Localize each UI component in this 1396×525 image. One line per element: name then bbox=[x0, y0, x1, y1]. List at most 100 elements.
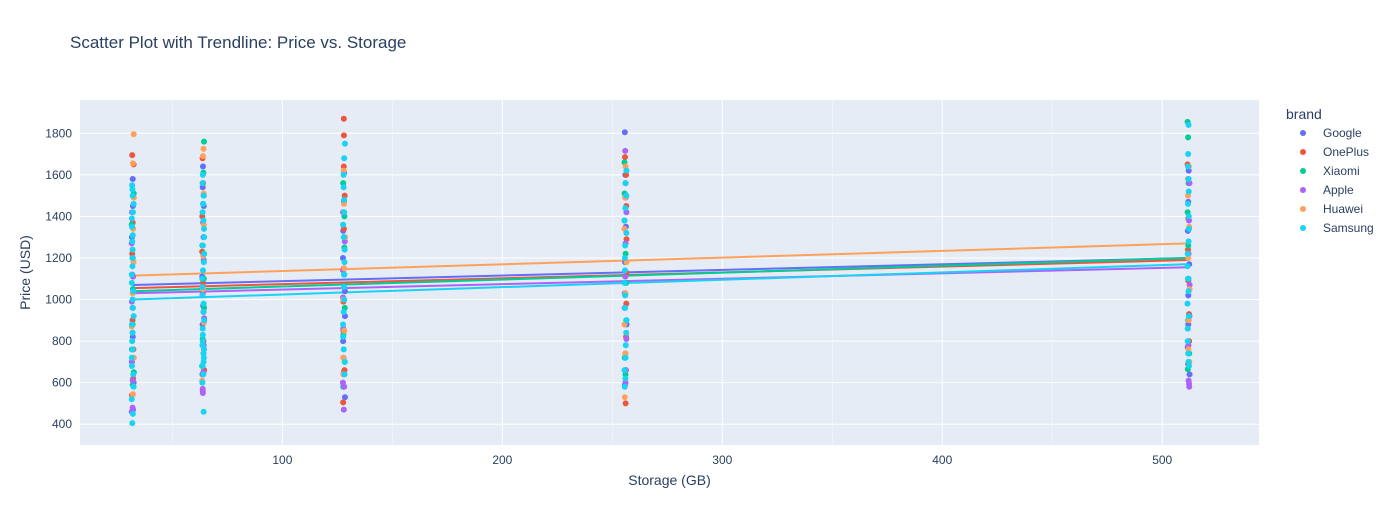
legend-label: OnePlus bbox=[1323, 145, 1369, 159]
data-point bbox=[199, 331, 206, 338]
legend-label: Samsung bbox=[1323, 221, 1374, 235]
data-point bbox=[130, 383, 137, 390]
data-point bbox=[341, 371, 348, 378]
data-point bbox=[622, 154, 629, 161]
legend-item[interactable]: Google bbox=[1300, 126, 1362, 140]
y-axis-title: Price (USD) bbox=[17, 235, 33, 310]
data-point bbox=[340, 171, 347, 178]
data-point bbox=[621, 394, 628, 401]
legend-item[interactable]: Huawei bbox=[1300, 202, 1363, 216]
data-point bbox=[128, 271, 135, 278]
y-tick-label: 1600 bbox=[45, 168, 72, 182]
data-point bbox=[130, 131, 137, 138]
data-point bbox=[341, 383, 348, 390]
data-point bbox=[623, 167, 630, 174]
data-point bbox=[129, 254, 136, 261]
data-point bbox=[1185, 238, 1192, 245]
data-point bbox=[341, 284, 348, 291]
data-point bbox=[1185, 163, 1192, 170]
y-tick-label: 600 bbox=[52, 376, 72, 390]
data-point bbox=[128, 354, 135, 361]
legend-marker bbox=[1300, 187, 1306, 193]
trendline bbox=[132, 256, 1189, 286]
data-point bbox=[129, 329, 136, 336]
data-point bbox=[1185, 317, 1192, 324]
data-point bbox=[200, 408, 207, 415]
data-point bbox=[199, 153, 206, 160]
data-point bbox=[129, 232, 136, 239]
data-point bbox=[199, 284, 206, 291]
x-tick-label: 500 bbox=[1152, 453, 1172, 467]
data-point bbox=[128, 279, 135, 286]
x-tick-label: 400 bbox=[932, 453, 952, 467]
data-point bbox=[340, 346, 347, 353]
data-point bbox=[622, 273, 629, 280]
data-point bbox=[623, 329, 630, 336]
data-point bbox=[1185, 363, 1192, 370]
data-point bbox=[129, 377, 136, 384]
legend-item[interactable]: Xiaomi bbox=[1300, 164, 1360, 178]
x-tick-label: 100 bbox=[272, 453, 292, 467]
x-tick-label: 200 bbox=[492, 453, 512, 467]
data-point bbox=[128, 321, 135, 328]
data-point bbox=[341, 358, 348, 365]
legend-item[interactable]: Apple bbox=[1300, 183, 1354, 197]
data-point bbox=[341, 155, 348, 162]
legend-title: brand bbox=[1286, 106, 1322, 122]
legend-marker bbox=[1300, 206, 1306, 212]
data-point bbox=[1185, 175, 1192, 182]
trendlines bbox=[132, 242, 1189, 301]
legend[interactable]: brand Google OnePlus Xiaomi Apple Huawei Sams… bbox=[1286, 106, 1374, 235]
data-point bbox=[199, 379, 206, 386]
data-point bbox=[200, 200, 207, 207]
data-point bbox=[129, 410, 136, 417]
grid-lines bbox=[80, 100, 1259, 445]
y-tick-label: 1800 bbox=[45, 126, 72, 140]
data-point bbox=[622, 304, 629, 311]
chart-title: Scatter Plot with Trendline: Price vs. S… bbox=[70, 33, 407, 52]
data-point bbox=[341, 271, 348, 278]
data-point bbox=[200, 371, 207, 378]
data-point bbox=[622, 147, 629, 154]
data-point bbox=[200, 145, 207, 152]
data-point bbox=[128, 363, 135, 370]
legend-label: Huawei bbox=[1323, 202, 1363, 216]
data-point bbox=[340, 221, 347, 228]
data-point bbox=[622, 400, 629, 407]
y-tick-label: 800 bbox=[52, 334, 72, 348]
data-point bbox=[128, 215, 135, 222]
data-point bbox=[623, 230, 630, 237]
data-point bbox=[341, 246, 348, 253]
legend-item[interactable]: Samsung bbox=[1300, 221, 1374, 235]
data-point bbox=[340, 406, 347, 413]
data-point bbox=[199, 242, 206, 249]
data-point bbox=[199, 390, 206, 397]
data-point bbox=[621, 383, 628, 390]
data-point bbox=[199, 363, 206, 370]
data-point bbox=[340, 132, 347, 139]
data-point bbox=[340, 321, 347, 328]
data-point bbox=[341, 259, 348, 266]
data-point bbox=[128, 396, 135, 403]
data-point bbox=[200, 192, 207, 199]
data-point bbox=[129, 246, 136, 253]
y-tick-label: 1200 bbox=[45, 251, 72, 265]
legend-marker bbox=[1300, 149, 1306, 155]
data-point bbox=[200, 300, 207, 307]
data-point bbox=[130, 288, 137, 295]
data-point bbox=[622, 180, 629, 187]
data-point bbox=[1185, 151, 1192, 158]
data-point bbox=[199, 292, 206, 299]
data-point bbox=[129, 223, 136, 230]
data-point bbox=[1185, 134, 1192, 141]
legend-marker bbox=[1300, 168, 1306, 174]
plot-background bbox=[80, 100, 1259, 445]
data-point bbox=[129, 238, 136, 245]
data-point bbox=[1185, 213, 1192, 220]
data-point bbox=[199, 163, 206, 170]
data-point bbox=[129, 186, 136, 193]
legend-item[interactable]: OnePlus bbox=[1300, 145, 1369, 159]
data-point bbox=[199, 180, 206, 187]
data-point bbox=[1184, 250, 1191, 257]
data-point bbox=[341, 265, 348, 272]
